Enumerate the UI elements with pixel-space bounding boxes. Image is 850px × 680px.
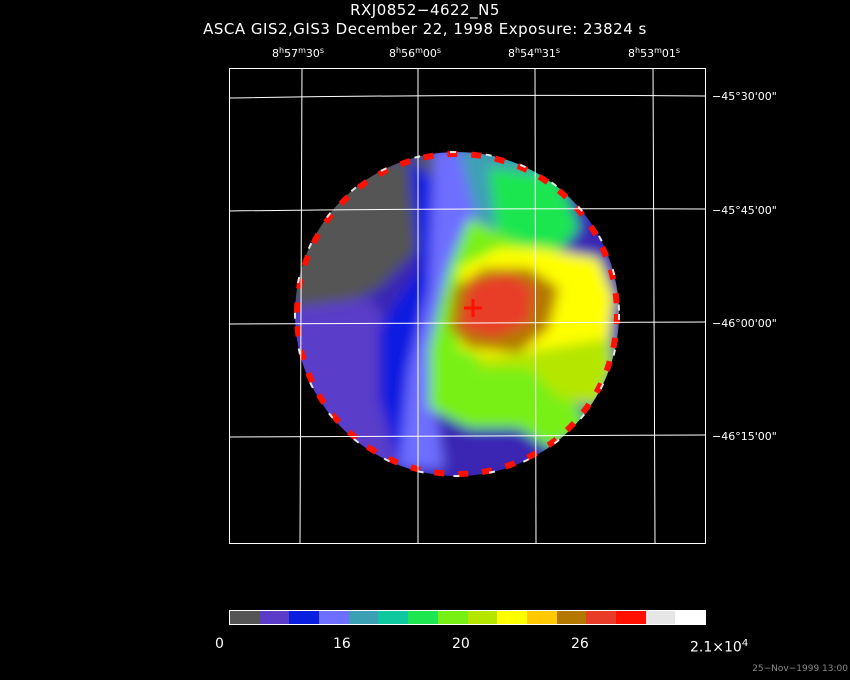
colorbar-label-max: 2.1×104 <box>690 638 749 656</box>
dec-label-4: −46°15'00" <box>712 430 777 443</box>
colorbar-swatch-8 <box>467 611 498 624</box>
dec-label-3: −46°00'00" <box>712 317 777 330</box>
colorbar-swatch-10 <box>526 611 557 624</box>
colorbar-swatch-9 <box>497 611 527 624</box>
xray-image-plot <box>229 68 706 544</box>
colorbar-swatch-12 <box>586 611 616 624</box>
colorbar-swatch-2 <box>289 611 320 624</box>
colorbar-swatch-11 <box>556 611 587 624</box>
intensity-map <box>295 152 619 476</box>
image-subtitle: ASCA GIS2,GIS3 December 22, 1998 Exposur… <box>203 20 647 38</box>
colorbar-swatch-0 <box>230 611 260 624</box>
detector-edge <box>294 151 620 477</box>
plot-frame <box>229 68 706 544</box>
colorbar-label-16: 16 <box>333 636 351 652</box>
colorbar-swatch-4 <box>348 611 379 624</box>
ra-label-4: 8h53m01s <box>628 46 681 60</box>
colorbar-label-20: 20 <box>452 636 470 652</box>
colorbar-swatch-7 <box>437 611 468 624</box>
image-title: RXJ0852−4622_N5 <box>350 1 500 19</box>
coordinate-grid <box>229 68 706 544</box>
ra-label-1: 8h57m30s <box>272 46 325 60</box>
colorbar-swatch-1 <box>259 611 290 624</box>
ra-label-3: 8h54m31s <box>508 46 561 60</box>
colorbar-swatch-14 <box>645 611 676 624</box>
timestamp-footer: 25−Nov−1999 13:00 <box>752 664 848 674</box>
dec-label-1: −45°30'00" <box>712 90 777 103</box>
detector-rim <box>294 151 620 477</box>
colorbar-swatch-13 <box>615 611 646 624</box>
colorbar-label-min: 0 <box>215 636 224 652</box>
colorbar-swatch-5 <box>378 611 409 624</box>
dec-label-2: −45°45'00" <box>712 204 777 217</box>
colorbar-swatch-6 <box>408 611 438 624</box>
center-cross <box>464 299 482 317</box>
colorbar-label-26: 26 <box>571 636 589 652</box>
colorbar <box>229 610 706 625</box>
colorbar-swatch-15 <box>675 611 705 624</box>
ra-label-2: 8h56m00s <box>389 46 442 60</box>
colorbar-swatch-3 <box>319 611 349 624</box>
